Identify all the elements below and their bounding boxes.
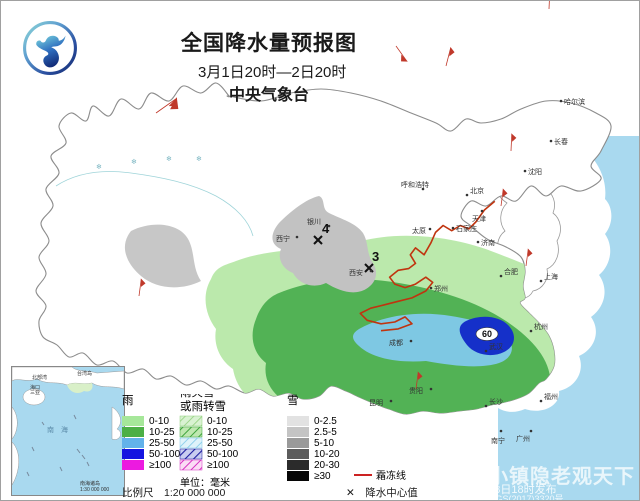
svg-text:南 海: 南 海 (47, 425, 68, 434)
svg-text:≥30: ≥30 (314, 471, 331, 482)
svg-text:60: 60 (482, 329, 492, 339)
svg-text:哈尔滨: 哈尔滨 (564, 97, 585, 106)
svg-text:成都: 成都 (389, 338, 403, 347)
svg-text:雨夹雪: 雨夹雪 (180, 394, 215, 399)
svg-text:20-30: 20-30 (314, 460, 340, 471)
svg-text:25-50: 25-50 (149, 438, 175, 449)
svg-text:10-25: 10-25 (149, 427, 175, 438)
svg-text:10-20: 10-20 (314, 449, 340, 460)
svg-text:0-2.5: 0-2.5 (314, 416, 337, 427)
svg-text:台湾岛: 台湾岛 (77, 370, 92, 377)
svg-text:合肥: 合肥 (504, 267, 518, 276)
svg-text:长春: 长春 (554, 137, 568, 146)
svg-text:25-50: 25-50 (207, 438, 233, 449)
svg-text:❄: ❄ (166, 155, 172, 163)
svg-text:10-25: 10-25 (207, 427, 233, 438)
svg-text:❄: ❄ (96, 163, 102, 171)
svg-text:雨: 雨 (122, 395, 134, 407)
svg-text:≥100: ≥100 (149, 460, 172, 471)
svg-text:0-10: 0-10 (149, 416, 169, 427)
svg-text:银川: 银川 (307, 217, 321, 226)
svg-text:南海诸岛: 南海诸岛 (80, 480, 100, 487)
svg-text:50-100: 50-100 (207, 449, 239, 460)
svg-text:太原: 太原 (412, 226, 426, 235)
svg-text:福州: 福州 (544, 392, 558, 401)
svg-text:❄: ❄ (196, 155, 202, 163)
svg-text:北京: 北京 (470, 186, 484, 195)
svg-text:郑州: 郑州 (434, 285, 448, 293)
svg-text:5-10: 5-10 (314, 438, 334, 449)
svg-text:50-100: 50-100 (149, 449, 181, 460)
svg-text:杭州: 杭州 (534, 322, 548, 331)
svg-text:西宁: 西宁 (276, 234, 290, 243)
svg-text:三亚: 三亚 (30, 390, 40, 396)
svg-text:3: 3 (372, 249, 379, 264)
svg-text:天津: 天津 (472, 215, 486, 223)
svg-text:北部湾: 北部湾 (32, 374, 47, 381)
svg-text:西安: 西安 (349, 268, 363, 277)
svg-text:≥100: ≥100 (207, 460, 230, 471)
svg-text:济南: 济南 (481, 238, 495, 247)
svg-text:沈阳: 沈阳 (528, 167, 542, 176)
svg-text:❄: ❄ (131, 158, 137, 166)
svg-text:或雨转雪: 或雨转雪 (180, 399, 226, 413)
svg-text:上海: 上海 (544, 272, 558, 281)
svg-text:2.5-5: 2.5-5 (314, 427, 337, 438)
svg-text:4: 4 (322, 221, 330, 236)
svg-text:霜冻线: 霜冻线 (376, 469, 406, 482)
svg-text:1:30 000 000: 1:30 000 000 (80, 487, 109, 493)
svg-text:石家庄: 石家庄 (456, 224, 477, 233)
svg-text:呼和浩特: 呼和浩特 (401, 180, 429, 189)
svg-text:雪: 雪 (287, 394, 299, 407)
svg-text:0-10: 0-10 (207, 416, 227, 427)
svg-text:武汉: 武汉 (489, 342, 503, 351)
